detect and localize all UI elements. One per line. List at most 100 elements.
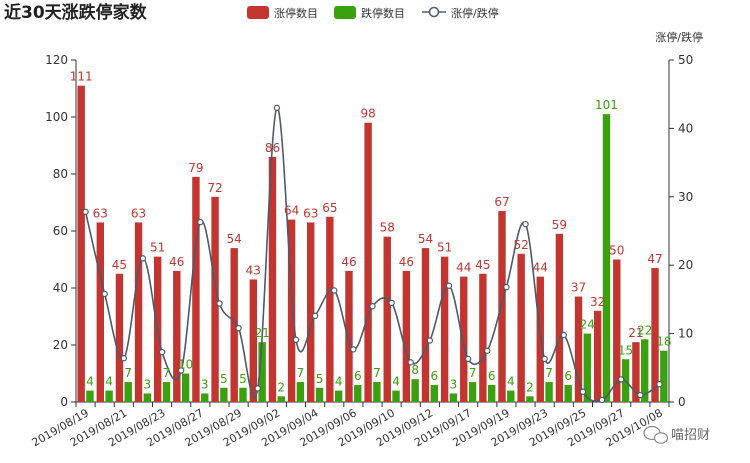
bar-rise <box>345 270 353 402</box>
legend-swatch-fall <box>334 6 356 19</box>
ratio-point <box>273 104 281 112</box>
bar-rise <box>632 342 640 402</box>
bar-fall <box>86 390 94 402</box>
bar-rise <box>287 219 296 402</box>
data-label-fall: 4 <box>392 375 400 389</box>
data-label-rise: 54 <box>418 232 433 246</box>
series-fall <box>86 114 668 403</box>
bar-rise <box>479 273 487 402</box>
ratio-point <box>216 300 223 307</box>
bar-fall <box>334 390 343 402</box>
ratio-point <box>158 348 166 356</box>
data-label-fall: 7 <box>163 366 171 380</box>
data-label-fall: 5 <box>316 372 324 386</box>
bar-fall <box>315 387 324 402</box>
data-label-rise: 32 <box>590 295 605 309</box>
bar-rise <box>326 216 334 402</box>
legend-swatch-rise <box>247 6 269 19</box>
bar-rise <box>134 222 143 402</box>
bar-rise <box>517 253 525 402</box>
y2-tick-label: 0 <box>678 395 686 409</box>
bar-fall <box>201 393 209 402</box>
data-label-rise: 37 <box>571 281 586 295</box>
bar-fall <box>411 379 419 402</box>
data-label-fall: 4 <box>507 375 515 389</box>
data-label-fall: 24 <box>580 318 595 332</box>
bar-rise <box>230 248 238 402</box>
data-label-fall: 10 <box>178 358 193 372</box>
y2-tick-label: 20 <box>678 258 693 272</box>
data-label-rise: 46 <box>169 255 184 269</box>
data-label-fall: 7 <box>124 366 132 380</box>
bar-rise <box>364 122 372 402</box>
ratio-point <box>311 312 319 320</box>
data-label-rise: 86 <box>265 141 280 155</box>
y-tick-label: 20 <box>53 338 68 352</box>
y-tick-label: 80 <box>53 167 68 181</box>
data-label-rise: 79 <box>188 161 203 175</box>
data-label-fall: 4 <box>86 375 94 389</box>
ratio-point <box>139 255 147 262</box>
bar-rise <box>460 276 468 402</box>
bar-fall <box>545 382 553 402</box>
bar-rise <box>173 270 181 402</box>
bar-fall <box>277 396 285 402</box>
data-label-fall: 6 <box>488 369 496 383</box>
bar-rise <box>211 196 219 402</box>
ratio-point <box>350 346 357 353</box>
legend-marker-ratio <box>428 6 440 18</box>
y-tick-label: 0 <box>60 395 68 409</box>
data-label-fall: 3 <box>201 377 209 391</box>
wechat-icon <box>643 425 669 444</box>
ratio-point <box>464 355 472 363</box>
data-label-fall: 4 <box>335 375 343 389</box>
bar-fall <box>487 384 496 402</box>
bar-fall <box>124 382 132 402</box>
data-label-rise: 72 <box>207 181 222 195</box>
bar-rise <box>574 296 583 402</box>
bar-rise <box>402 270 411 402</box>
y2-tick-label: 50 <box>678 53 693 67</box>
bar-rise <box>307 222 315 402</box>
data-label-fall: 2 <box>526 380 534 394</box>
data-label-rise: 63 <box>131 206 146 220</box>
bar-rise <box>383 236 391 402</box>
y2-tick-label: 40 <box>678 121 693 135</box>
legend-label-rise: 涨停数目 <box>274 6 318 20</box>
data-label-fall: 6 <box>430 369 438 383</box>
data-label-fall: 21 <box>254 326 269 340</box>
bar-fall <box>181 373 190 402</box>
data-label-rise: 59 <box>552 218 567 232</box>
y-tick-label: 40 <box>53 281 68 295</box>
bar-fall <box>602 114 611 403</box>
ratio-point <box>388 299 395 307</box>
bar-rise <box>192 176 200 402</box>
data-label-rise: 44 <box>456 261 471 275</box>
chart-title: 近30天涨跌停家数 <box>4 2 148 23</box>
data-label-rise: 46 <box>399 255 414 269</box>
bar-fall <box>392 390 400 402</box>
x-axis: 2019/08/192019/08/212019/08/232019/08/27… <box>30 401 670 449</box>
data-label-fall: 6 <box>354 369 362 383</box>
legend-label-ratio: 涨停/跌停 <box>451 6 499 20</box>
bar-fall <box>105 390 113 402</box>
data-label-rise: 43 <box>246 263 261 277</box>
bar-fall <box>660 350 668 402</box>
data-label-fall: 7 <box>297 366 305 380</box>
data-label-rise: 63 <box>303 206 318 220</box>
watermark: 喵招财 <box>643 425 710 444</box>
data-label-fall: 7 <box>469 366 477 380</box>
legend: 涨停数目 跌停数目 涨停/跌停 <box>247 6 499 20</box>
bar-rise <box>651 268 659 402</box>
ratio-point <box>598 396 606 404</box>
y2-axis-label: 涨停/跌停 <box>655 30 703 44</box>
ratio-point <box>617 376 625 383</box>
ratio-point <box>445 282 453 289</box>
data-label-rise: 21 <box>628 326 643 340</box>
data-label-fall: 5 <box>220 372 228 386</box>
data-label-rise: 46 <box>341 255 356 269</box>
bar-fall <box>239 387 247 402</box>
data-label-rise: 63 <box>93 206 108 220</box>
bar-fall <box>162 382 171 402</box>
